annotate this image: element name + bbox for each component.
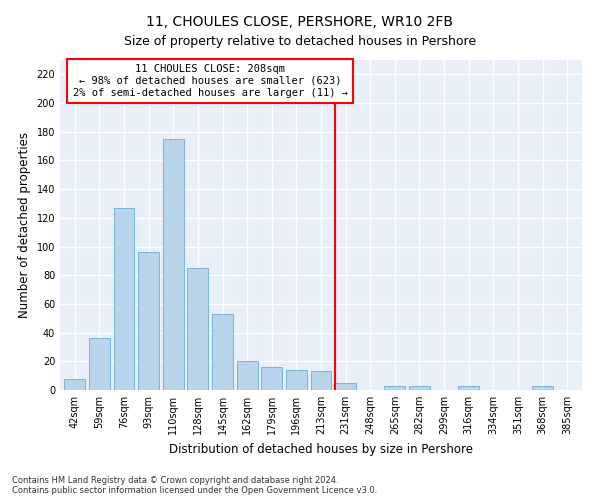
Bar <box>311 372 331 390</box>
Bar <box>212 314 233 390</box>
Bar <box>261 367 282 390</box>
Text: 11 CHOULES CLOSE: 208sqm
← 98% of detached houses are smaller (623)
2% of semi-d: 11 CHOULES CLOSE: 208sqm ← 98% of detach… <box>73 64 347 98</box>
Bar <box>458 386 479 390</box>
Bar <box>138 252 159 390</box>
Bar <box>286 370 307 390</box>
X-axis label: Distribution of detached houses by size in Pershore: Distribution of detached houses by size … <box>169 442 473 456</box>
Bar <box>163 139 184 390</box>
Bar <box>89 338 110 390</box>
Bar <box>64 378 85 390</box>
Bar <box>113 208 134 390</box>
Text: 11, CHOULES CLOSE, PERSHORE, WR10 2FB: 11, CHOULES CLOSE, PERSHORE, WR10 2FB <box>146 15 454 29</box>
Bar <box>335 383 356 390</box>
Text: Contains HM Land Registry data © Crown copyright and database right 2024.
Contai: Contains HM Land Registry data © Crown c… <box>12 476 377 495</box>
Bar <box>385 386 406 390</box>
Y-axis label: Number of detached properties: Number of detached properties <box>18 132 31 318</box>
Bar <box>532 386 553 390</box>
Bar <box>236 362 257 390</box>
Text: Size of property relative to detached houses in Pershore: Size of property relative to detached ho… <box>124 35 476 48</box>
Bar <box>187 268 208 390</box>
Bar <box>409 386 430 390</box>
